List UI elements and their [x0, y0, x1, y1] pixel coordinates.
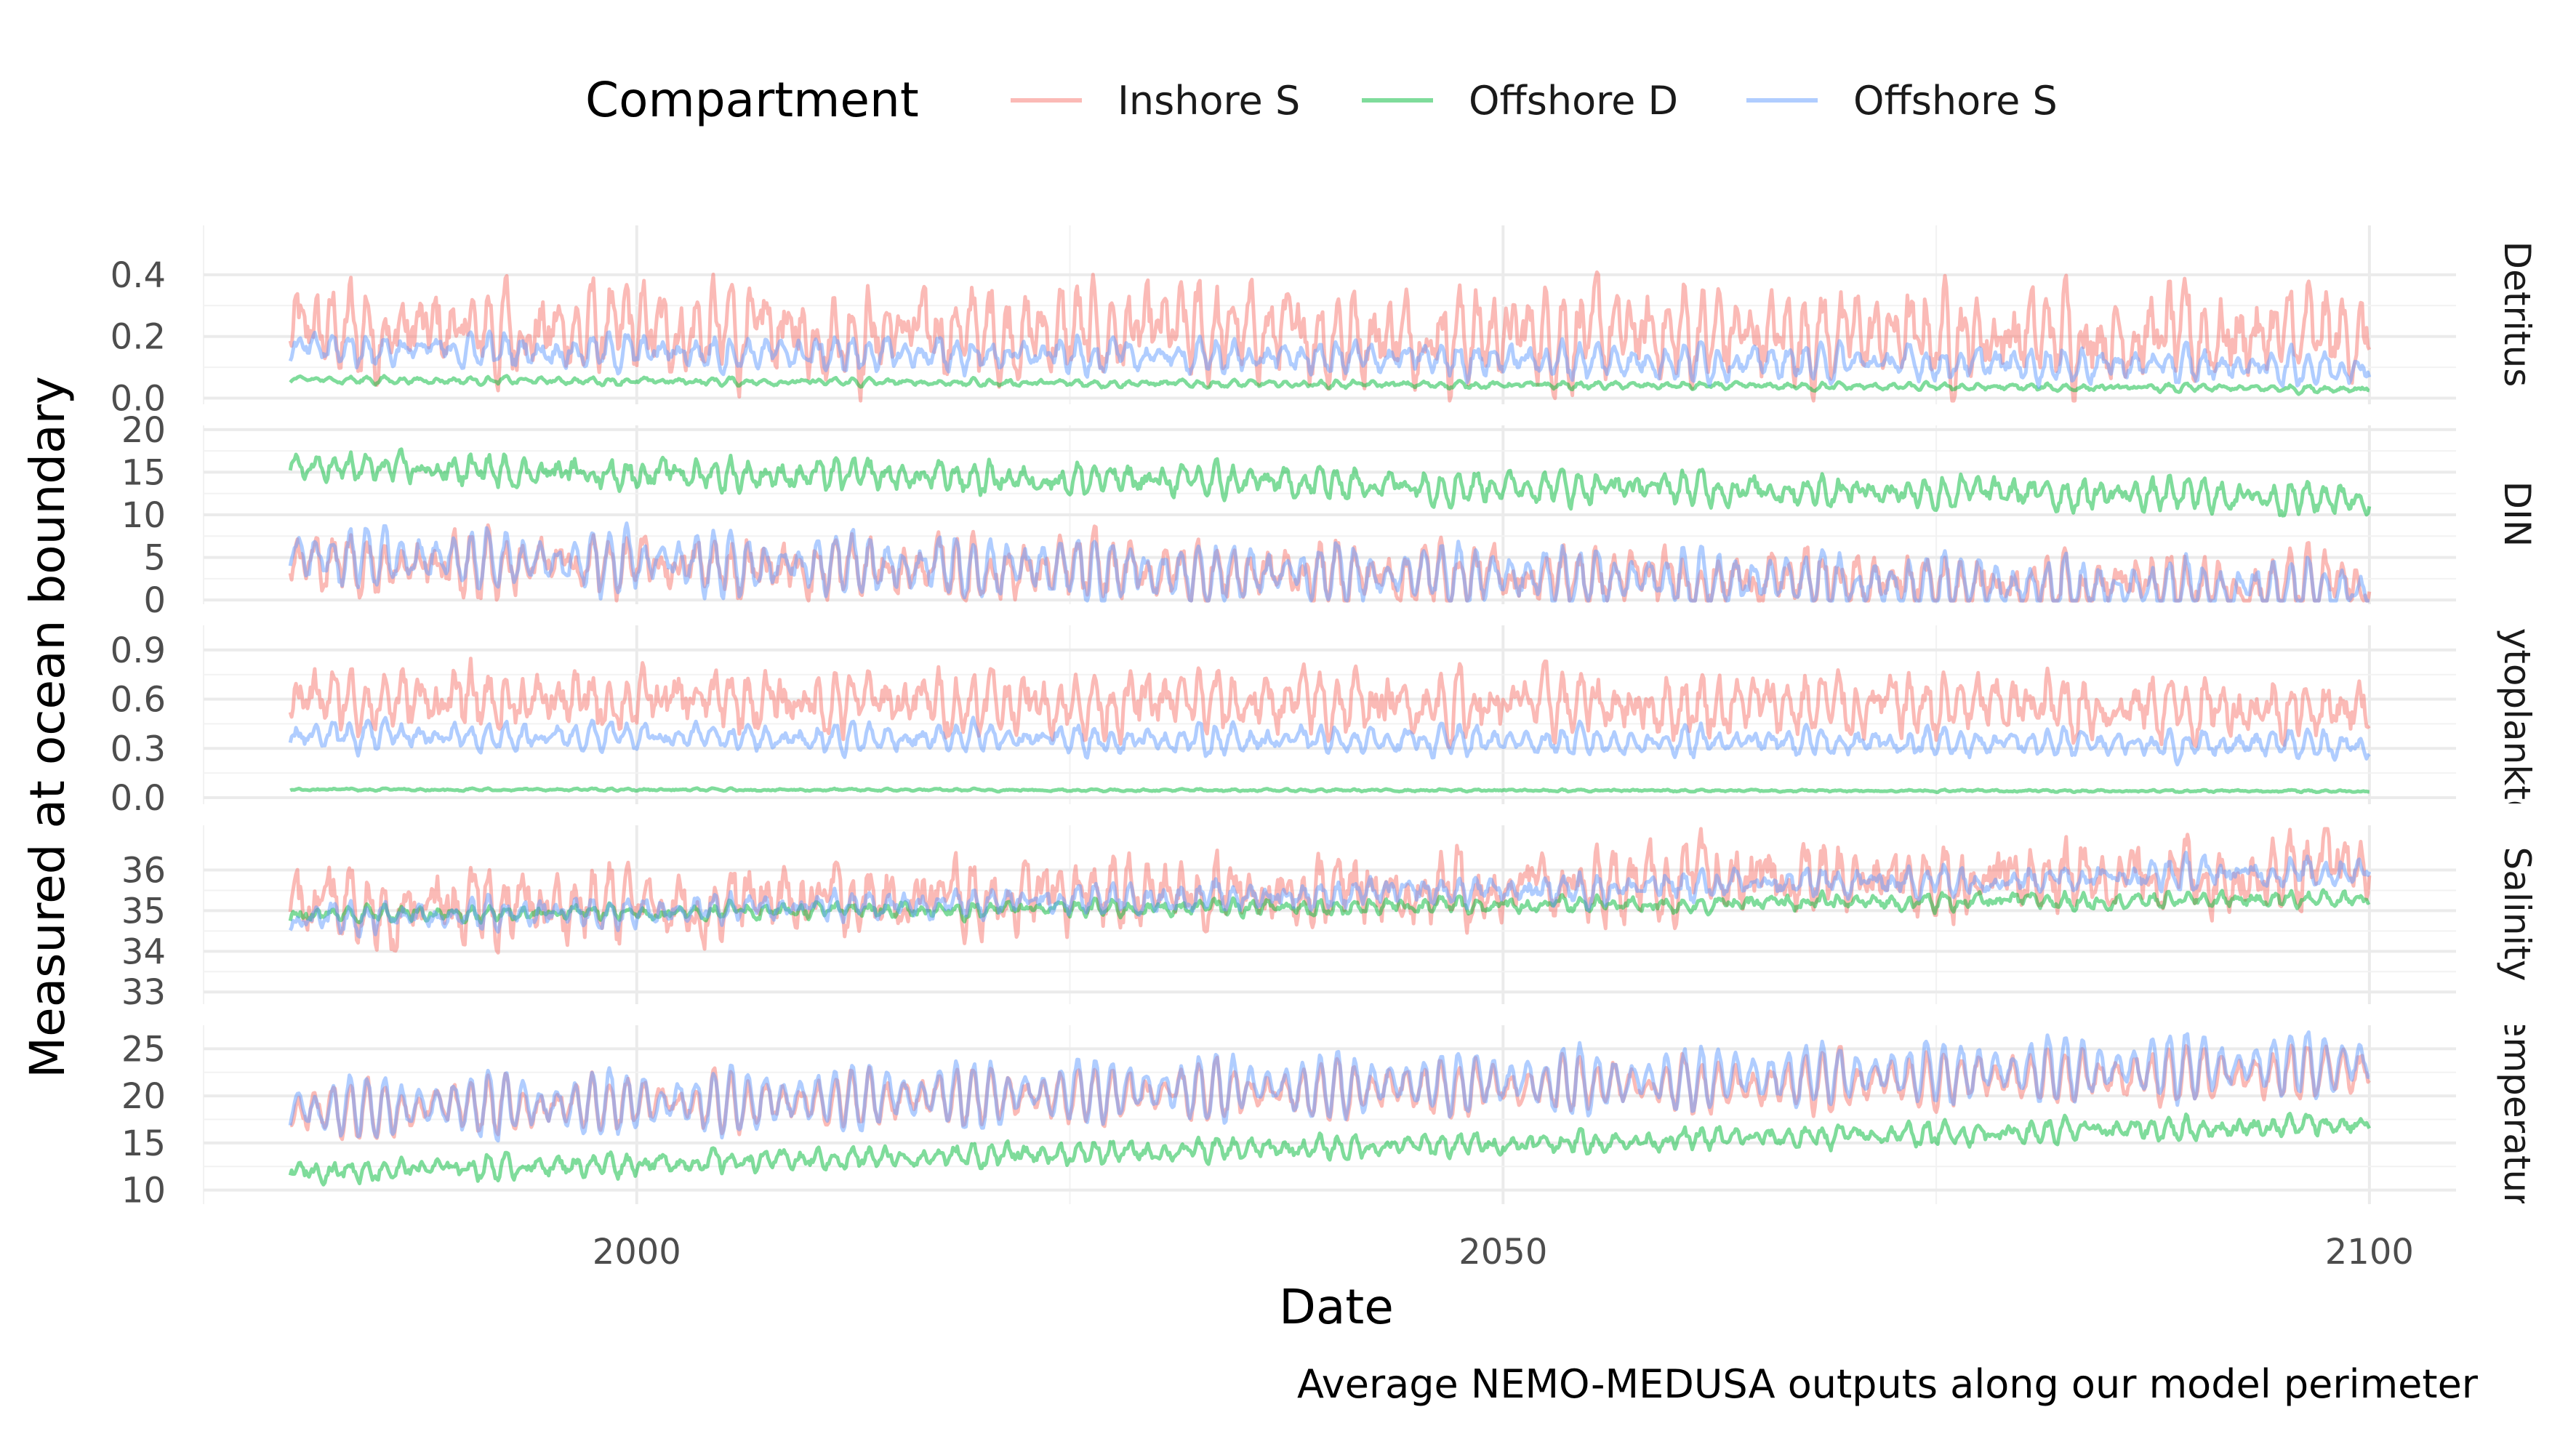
legend: Compartment Inshore S Offshore D Offshor… — [585, 72, 2058, 128]
strip-label-din: DIN — [2496, 481, 2538, 548]
legend-label-offshore-d: Offshore D — [1469, 78, 1678, 124]
caption: Average NEMO-MEDUSA outputs along our mo… — [1297, 1361, 2479, 1407]
x-tick-label-2050: 2050 — [1458, 1232, 1547, 1272]
facet-panel-temperature: 10 15 20 25 — [121, 1025, 2456, 1211]
series-line-offshore-d-temperature — [288, 1112, 2372, 1187]
y-tick-label: 34 — [121, 931, 166, 972]
strip-label-temperature: Temperature — [2496, 998, 2538, 1230]
series-line-inshore-s-detritus — [288, 270, 2372, 403]
y-tick-label: 10 — [121, 1171, 166, 1211]
y-tick-label: 35 — [121, 891, 166, 931]
strip-label-salinity: Salinity — [2496, 847, 2538, 982]
y-tick-label: 0 — [143, 580, 166, 621]
series-line-offshore-d-phytoplankton — [289, 786, 2370, 795]
y-axis-title: Measured at ocean boundary — [20, 376, 76, 1078]
series-line-offshore-d-din — [288, 447, 2372, 518]
x-axis-title: Date — [1279, 1279, 1394, 1335]
legend-label-offshore-s: Offshore S — [1853, 78, 2058, 124]
y-tick-label: 15 — [121, 1123, 166, 1164]
y-tick-label: 0.0 — [111, 379, 166, 420]
series-line-offshore-d-detritus — [289, 374, 2370, 396]
series-line-inshore-s-phytoplankton — [288, 657, 2371, 750]
y-tick-label: 20 — [121, 1076, 166, 1117]
y-tick-label: 0.9 — [111, 630, 166, 671]
y-tick-label: 15 — [121, 452, 166, 493]
y-tick-label: 33 — [121, 972, 166, 1013]
y-tick-label: 10 — [121, 495, 166, 536]
strip-label-phytoplankton: Phytoplankton — [2496, 583, 2538, 845]
series-line-offshore-s-detritus — [288, 329, 2372, 390]
y-tick-label: 0.0 — [111, 778, 166, 819]
series-line-offshore-s-temperature — [288, 1030, 2370, 1143]
x-tick-label-2000: 2000 — [593, 1232, 681, 1272]
y-tick-label: 5 — [143, 538, 166, 579]
y-tick-label: 20 — [121, 410, 166, 451]
series-line-offshore-s-din — [288, 521, 2370, 603]
legend-title: Compartment — [585, 72, 919, 128]
series-line-offshore-s-salinity — [288, 851, 2372, 939]
y-tick-label: 0.2 — [111, 317, 166, 358]
x-tick-label-2100: 2100 — [2325, 1232, 2414, 1272]
facet-panel-phytoplankton: 0.0 0.3 0.6 0.9 — [111, 625, 2456, 819]
y-tick-label: 0.4 — [111, 255, 166, 296]
strip-label-detritus: Detritus — [2496, 241, 2538, 388]
x-axis-ticks: 2000 2050 2100 — [593, 1232, 2414, 1272]
y-tick-label: 0.3 — [111, 729, 166, 769]
y-tick-label: 36 — [121, 851, 166, 891]
facet-panel-detritus: 0.0 0.2 0.4 — [111, 225, 2456, 420]
series-line-offshore-s-phytoplankton — [288, 716, 2371, 766]
y-tick-label: 25 — [121, 1029, 166, 1070]
y-tick-label: 0.6 — [111, 680, 166, 721]
legend-label-inshore-s: Inshore S — [1118, 78, 1300, 124]
